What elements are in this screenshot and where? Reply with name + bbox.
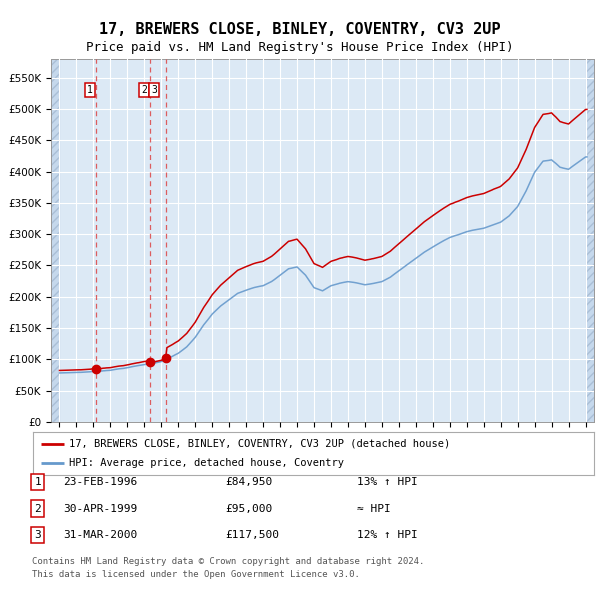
Text: 3: 3 [151, 86, 157, 95]
Text: 1: 1 [34, 477, 41, 487]
Text: £117,500: £117,500 [225, 530, 279, 540]
Text: 13% ↑ HPI: 13% ↑ HPI [357, 477, 418, 487]
Text: HPI: Average price, detached house, Coventry: HPI: Average price, detached house, Cove… [70, 458, 344, 468]
Text: 23-FEB-1996: 23-FEB-1996 [63, 477, 137, 487]
Text: 17, BREWERS CLOSE, BINLEY, COVENTRY, CV3 2UP (detached house): 17, BREWERS CLOSE, BINLEY, COVENTRY, CV3… [70, 439, 451, 449]
Text: 1: 1 [87, 86, 93, 95]
Text: Contains HM Land Registry data © Crown copyright and database right 2024.: Contains HM Land Registry data © Crown c… [32, 558, 424, 566]
Text: This data is licensed under the Open Government Licence v3.0.: This data is licensed under the Open Gov… [32, 571, 359, 579]
Text: £84,950: £84,950 [225, 477, 272, 487]
Text: 17, BREWERS CLOSE, BINLEY, COVENTRY, CV3 2UP: 17, BREWERS CLOSE, BINLEY, COVENTRY, CV3… [99, 22, 501, 37]
Text: £95,000: £95,000 [225, 504, 272, 513]
Text: 31-MAR-2000: 31-MAR-2000 [63, 530, 137, 540]
Text: 2: 2 [34, 504, 41, 513]
Text: 3: 3 [34, 530, 41, 540]
Text: 12% ↑ HPI: 12% ↑ HPI [357, 530, 418, 540]
Text: 30-APR-1999: 30-APR-1999 [63, 504, 137, 513]
Text: 2: 2 [141, 86, 147, 95]
Text: ≈ HPI: ≈ HPI [357, 504, 391, 513]
Text: Price paid vs. HM Land Registry's House Price Index (HPI): Price paid vs. HM Land Registry's House … [86, 41, 514, 54]
